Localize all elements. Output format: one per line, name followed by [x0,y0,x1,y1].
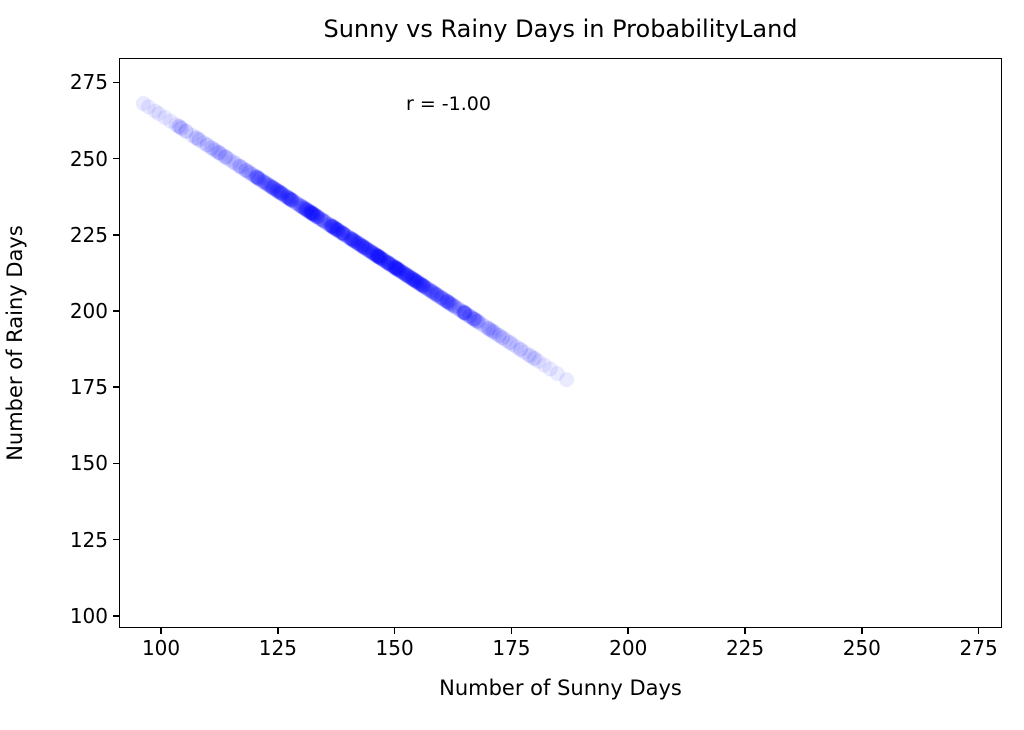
y-axis-label-container: Number of Rainy Days [0,58,30,628]
x-tick-mark [744,628,746,634]
x-tick-mark [627,628,630,634]
y-tick-label: 150 [69,451,108,476]
x-tick-label: 100 [141,636,181,660]
x-tick-label: 125 [258,636,297,660]
y-tick-mark [113,157,119,160]
x-tick-mark [393,628,396,634]
x-tick-label: 200 [609,636,648,660]
y-axis-label: Number of Rainy Days [3,225,27,461]
x-tick-mark [510,628,513,634]
plot-area [119,58,1002,628]
y-tick-label: 250 [69,146,108,171]
y-tick-mark [113,538,119,541]
correlation-annotation: r = -1.00 [406,93,491,115]
y-tick-label: 200 [69,298,108,323]
x-tick-label: 150 [375,636,414,660]
y-tick-label: 125 [69,527,108,552]
x-tick-label: 250 [842,636,881,660]
x-tick-mark [977,628,980,634]
x-tick-mark [861,628,863,634]
y-tick-mark [113,310,119,312]
x-axis-label: Number of Sunny Days [439,676,682,700]
y-tick-mark [113,386,119,388]
x-tick-label: 275 [959,636,998,660]
y-tick-label: 100 [69,603,108,628]
y-tick-mark [113,462,119,465]
y-tick-mark [113,81,119,84]
chart-title: Sunny vs Rainy Days in ProbabilityLand [323,15,798,43]
y-tick-mark [113,233,119,236]
scatter-plot-canvas [120,59,1001,627]
x-tick-mark [277,628,279,634]
x-tick-label: 175 [492,636,531,660]
x-tick-mark [160,628,162,634]
y-tick-label: 275 [69,70,108,95]
y-axis-tick-labels: 100 125 150 175 200 225 250 275 [0,0,108,730]
y-tick-label: 175 [69,375,108,400]
y-tick-mark [113,615,119,617]
x-tick-label: 225 [725,636,765,660]
y-tick-label: 225 [69,222,108,247]
